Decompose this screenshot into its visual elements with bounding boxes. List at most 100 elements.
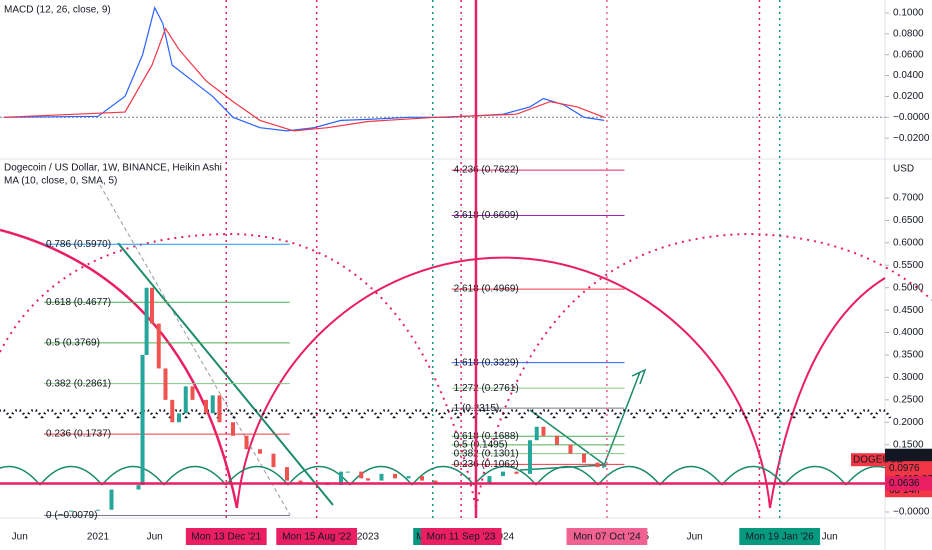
green-scallop [225,465,289,486]
x-tick-label: Jun [12,532,28,543]
time-marker-label: Mon 11 Sep '23 [427,532,496,543]
candle [433,480,438,483]
candle [69,510,74,512]
candle [527,440,532,474]
candle [581,453,586,463]
candle [176,413,181,423]
symbol-label: DOGEUSD [853,454,904,465]
candle [500,471,505,477]
candle [136,485,141,490]
y-tick-label: 0.2500 [893,394,924,405]
main-title: Dogecoin / US Dollar, 1W, BINANCE, Heiki… [4,163,222,174]
fib-label: 0.5 (0.3769) [46,338,100,349]
cycle-arc [0,228,239,509]
fib-label: 0.382 (0.2861) [46,378,111,389]
y-tick-label: −0.0000 [893,507,930,518]
candle [217,395,222,423]
fib-label: 0.5 (0.1495) [454,440,508,451]
y-tick-label: 0.3500 [893,350,924,361]
time-marker-box [566,528,648,545]
candle [163,368,168,400]
cycle-arc [236,256,771,509]
y-tick-label: 0.5000 [893,282,924,293]
candle [203,399,208,414]
x-tick-label: 2023 [357,532,380,543]
candle [338,471,343,486]
cycle-arc [769,277,886,509]
price-label-box [885,476,932,491]
y-tick-label: −0.0000 [893,112,930,123]
x-tick-label: 2021 [87,532,110,543]
candle [359,471,364,479]
x-tick-label: Jun [147,532,163,543]
candle [419,476,424,481]
candle [149,287,154,324]
x-tick-label: Jun [822,532,838,543]
time-marker-box [276,528,358,545]
fib-label: 0.618 (0.1688) [454,431,519,442]
candle [244,435,249,450]
y-tick-label: 0.4000 [893,327,924,338]
green-scallop [473,465,537,486]
candle [170,399,175,423]
fib-label: 0.236 (0.1737) [46,429,111,440]
y-tick-label: −0.0200 [893,133,930,144]
y-tick-label: 0.0600 [893,49,924,60]
ma-title: MA (10, close, 0, SMA, 5) [4,176,117,187]
y-tick-label: 0.6500 [893,215,924,226]
green-scallop [287,465,351,486]
y-tick-label: 0.2000 [893,417,924,428]
green-scallop [349,465,413,486]
green-scallop [721,465,785,486]
candle [144,287,149,355]
green-scallop [411,465,475,486]
y-tick-label: 0.6000 [893,237,924,248]
candle [602,464,607,468]
price-label: 0.0987 [889,450,920,461]
candle [298,480,303,483]
y-tick-label: 0.3000 [893,372,924,383]
y-tick-label: 0.1000 [893,8,924,19]
y-tick-label: 0.1500 [893,439,924,450]
fib-label: 0.382 (0.1301) [454,448,519,459]
time-marker-label: Mon 19 Jan '26 [746,532,815,543]
candle [96,509,101,511]
x-tick-label: Jun [687,532,703,543]
green-scallop [39,465,103,486]
fib-label: 3.618 (0.6609) [454,210,519,221]
arcs [0,184,932,516]
time-marker-label: Mon 15 Aug '22 [282,532,352,543]
green-scallop [659,465,723,486]
candle [487,476,492,483]
candle [514,471,519,474]
candle [156,323,161,369]
y-tick-label: 0.5500 [893,260,924,271]
fib-label: 4.236 (0.7622) [454,165,519,176]
candle [365,478,370,481]
candle [284,467,289,481]
fib-label: 0.786 (0.5970) [46,239,111,250]
macd-title: MACD (12, 26, close, 9) [4,5,111,16]
time-marker-label: Mon 13 Dec '21 [191,532,261,543]
candle [109,489,114,510]
trend-line-dashed [99,184,291,516]
candle [190,386,195,400]
time-marker-label: Mon 07 Oct '24 [573,532,641,543]
candle [568,444,573,454]
fib-label: 1.618 (0.3329) [454,357,519,368]
candle [210,395,215,414]
y-tick-label: 0.0800 [893,28,924,39]
candle [406,476,411,479]
y-tick-label: 0.7000 [893,193,924,204]
y-tick-label: 0.0400 [893,70,924,81]
y-tick-label: 0.0200 [893,91,924,102]
symbol-box [851,453,885,467]
time-marker-box [739,528,821,545]
candle [140,354,145,486]
green-scallop [0,465,41,486]
candle [230,422,235,436]
candle [392,473,397,479]
